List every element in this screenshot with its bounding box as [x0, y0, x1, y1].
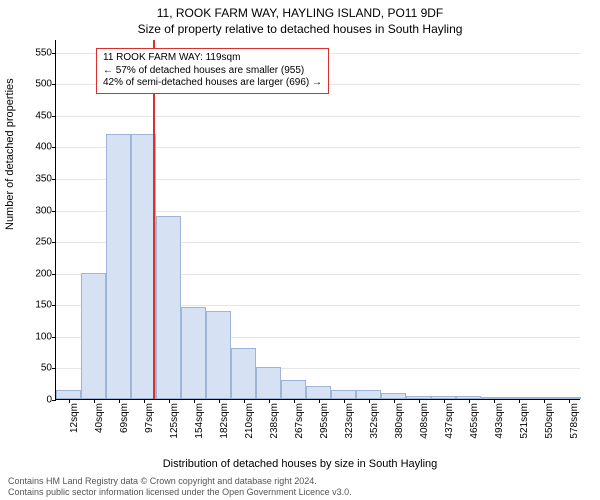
ytick-mark [52, 337, 56, 338]
xtick-label: 521sqm [519, 403, 530, 439]
xtick-label: 210sqm [244, 403, 255, 439]
xtick-label: 12sqm [69, 403, 80, 433]
ytick-label: 500 [35, 79, 52, 90]
ytick-mark [52, 242, 56, 243]
ytick-mark [52, 84, 56, 85]
xtick-label: 437sqm [444, 403, 455, 439]
ytick-mark [52, 368, 56, 369]
xtick-label: 69sqm [119, 403, 130, 433]
ytick-label: 200 [35, 268, 52, 279]
ytick-mark [52, 274, 56, 275]
xtick-label: 578sqm [569, 403, 580, 439]
ytick-label: 150 [35, 300, 52, 311]
ytick-label: 300 [35, 205, 52, 216]
ytick-label: 50 [41, 363, 52, 374]
histogram-bar [331, 390, 356, 399]
ytick-label: 0 [46, 395, 52, 406]
marker-line [153, 40, 155, 399]
histogram-bar [231, 348, 256, 399]
plot-area: 05010015020025030035040045050055012sqm40… [55, 40, 580, 400]
xtick-label: 295sqm [319, 403, 330, 439]
footer-line-1: Contains HM Land Registry data © Crown c… [8, 476, 352, 487]
annotation-line-3: 42% of semi-detached houses are larger (… [103, 77, 322, 90]
annotation-line-1: 11 ROOK FARM WAY: 119sqm [103, 52, 322, 65]
ytick-label: 100 [35, 331, 52, 342]
ytick-label: 400 [35, 142, 52, 153]
ytick-label: 350 [35, 173, 52, 184]
footer-attribution: Contains HM Land Registry data © Crown c… [8, 476, 352, 498]
xtick-label: 154sqm [194, 403, 205, 439]
ytick-mark [52, 211, 56, 212]
histogram-bar [181, 307, 206, 399]
y-axis-label: Number of detached properties [4, 78, 16, 230]
histogram-bar [106, 134, 131, 399]
histogram-bar [156, 216, 181, 399]
xtick-label: 352sqm [369, 403, 380, 439]
xtick-label: 550sqm [544, 403, 555, 439]
ytick-mark [52, 53, 56, 54]
ytick-mark [52, 147, 56, 148]
xtick-label: 323sqm [344, 403, 355, 439]
xtick-label: 493sqm [494, 403, 505, 439]
histogram-bar [256, 367, 281, 399]
xtick-label: 97sqm [144, 403, 155, 433]
ytick-label: 450 [35, 110, 52, 121]
annotation-line-2: ← 57% of detached houses are smaller (95… [103, 65, 322, 78]
ytick-mark [52, 116, 56, 117]
xtick-label: 465sqm [469, 403, 480, 439]
ytick-label: 550 [35, 47, 52, 58]
ytick-mark [52, 179, 56, 180]
xtick-label: 380sqm [394, 403, 405, 439]
xtick-label: 125sqm [169, 403, 180, 439]
footer-line-2: Contains public sector information licen… [8, 487, 352, 498]
xtick-label: 267sqm [294, 403, 305, 439]
xtick-label: 40sqm [94, 403, 105, 433]
ytick-label: 250 [35, 237, 52, 248]
xtick-label: 408sqm [419, 403, 430, 439]
gridline [56, 116, 580, 117]
xtick-label: 182sqm [219, 403, 230, 439]
histogram-bar [206, 311, 231, 399]
title-line-2: Size of property relative to detached ho… [0, 22, 600, 36]
histogram-bar [356, 390, 381, 399]
histogram-bar [306, 386, 331, 399]
title-line-1: 11, ROOK FARM WAY, HAYLING ISLAND, PO11 … [0, 6, 600, 20]
annotation-box: 11 ROOK FARM WAY: 119sqm ← 57% of detach… [96, 48, 329, 94]
ytick-mark [52, 305, 56, 306]
x-axis-label: Distribution of detached houses by size … [0, 458, 600, 470]
histogram-bar [56, 390, 81, 399]
ytick-mark [52, 400, 56, 401]
histogram-bar [81, 273, 106, 399]
chart-container: 11, ROOK FARM WAY, HAYLING ISLAND, PO11 … [0, 0, 600, 500]
histogram-bar [281, 380, 306, 399]
xtick-label: 238sqm [269, 403, 280, 439]
